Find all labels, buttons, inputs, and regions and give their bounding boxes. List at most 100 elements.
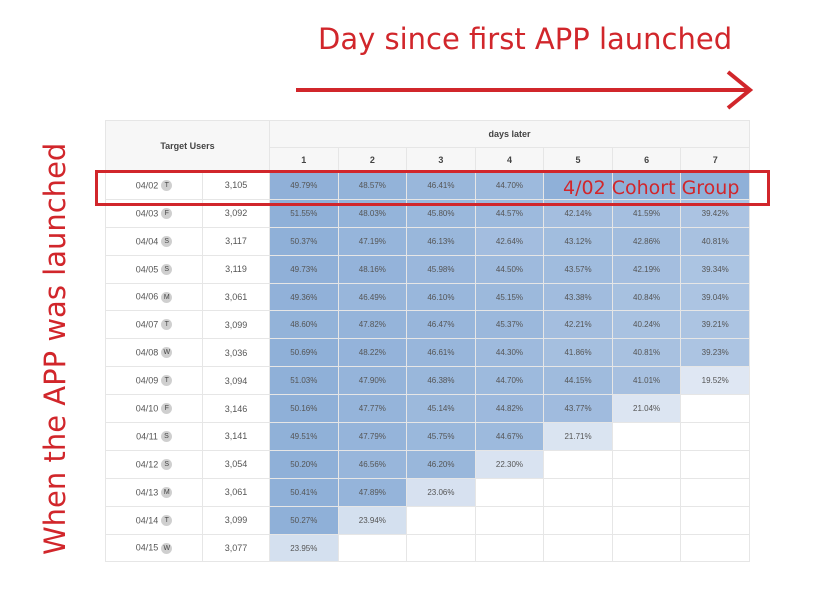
empty-cell xyxy=(611,505,682,535)
retention-cell: 50.20% xyxy=(269,449,339,479)
retention-cell: 46.13% xyxy=(406,226,476,256)
cohort-date-cell: 04/08 W xyxy=(105,338,203,368)
retention-cell: 50.41% xyxy=(269,477,339,507)
empty-cell xyxy=(680,394,750,424)
table-row: 04/10 F 3,146 50.16% 47.77% 45.14% 44.82% 43.77… xyxy=(105,394,750,424)
retention-cell: 23.95% xyxy=(269,533,339,563)
retention-cell: 43.38% xyxy=(543,282,613,312)
day-column-header: 4 xyxy=(474,147,545,172)
cohort-date-cell: 04/03 F xyxy=(105,198,203,228)
weekday-badge: S xyxy=(160,431,172,443)
empty-cell xyxy=(543,533,613,563)
retention-cell: 39.21% xyxy=(680,310,750,340)
cohort-date: 04/09 xyxy=(135,375,159,386)
cohort-date: 04/05 xyxy=(135,264,159,275)
table-row: 04/14 T 3,099 50.27% 23.94% xyxy=(105,505,750,535)
empty-cell xyxy=(543,449,613,479)
cohort-date: 04/02 xyxy=(135,180,159,191)
cohort-date: 04/06 xyxy=(135,292,159,303)
empty-cell xyxy=(680,533,750,563)
table-row: 04/06 M 3,061 49.36% 46.49% 46.10% 45.15% 43.38… xyxy=(105,282,750,312)
retention-cell: 49.79% xyxy=(269,171,339,200)
retention-cell: 39.04% xyxy=(680,282,750,312)
table-row: 04/09 T 3,094 51.03% 47.90% 46.38% 44.70% 44.15… xyxy=(105,366,750,396)
retention-cell: 47.79% xyxy=(337,422,408,451)
empty-cell xyxy=(474,533,545,563)
weekday-badge: S xyxy=(161,235,173,247)
retention-cell: 46.49% xyxy=(337,282,408,312)
retention-cell: 23.06% xyxy=(406,477,476,507)
retention-cell: 49.73% xyxy=(269,254,339,284)
target-users-value: 3,105 xyxy=(201,171,271,200)
target-users-value: 3,054 xyxy=(201,449,271,479)
cohort-date: 04/07 xyxy=(135,319,159,330)
retention-cell: 44.82% xyxy=(474,394,545,424)
retention-cell: 43.77% xyxy=(543,394,613,424)
retention-cell: 22.30% xyxy=(474,449,545,479)
retention-cell: 44.70% xyxy=(474,366,545,396)
weekday-badge: T xyxy=(161,375,173,387)
target-users-value: 3,061 xyxy=(201,282,271,312)
retention-cell: 47.77% xyxy=(337,394,408,424)
empty-cell xyxy=(680,449,750,479)
empty-cell xyxy=(474,477,545,507)
cohort-date-cell: 04/09 T xyxy=(105,366,203,396)
target-users-header: Target Users xyxy=(104,120,271,172)
retention-cell: 21.71% xyxy=(543,422,613,451)
retention-cell xyxy=(543,171,613,200)
weekday-badge: S xyxy=(161,458,173,470)
retention-cell: 45.15% xyxy=(474,282,545,312)
table-row: 04/11 S 3,141 49.51% 47.79% 45.75% 44.67% 21.71… xyxy=(105,422,750,451)
retention-cell: 49.51% xyxy=(269,422,339,451)
retention-cell: 43.12% xyxy=(543,226,613,256)
cohort-date: 04/04 xyxy=(135,236,159,247)
cohort-date-cell: 04/14 T xyxy=(105,505,203,535)
target-users-value: 3,141 xyxy=(201,422,271,451)
retention-cell: 44.70% xyxy=(474,171,545,200)
target-users-value: 3,094 xyxy=(201,366,271,396)
retention-cell: 47.89% xyxy=(337,477,408,507)
retention-cell: 46.38% xyxy=(406,366,476,396)
retention-cell: 46.10% xyxy=(406,282,476,312)
cohort-date-cell: 04/05 S xyxy=(105,254,203,284)
retention-cell: 47.19% xyxy=(337,226,408,256)
retention-cell: 45.80% xyxy=(406,198,476,228)
x-axis-annotation: Day since first APP launched xyxy=(318,22,733,56)
retention-cell: 42.64% xyxy=(474,226,545,256)
weekday-badge: S xyxy=(161,263,173,275)
day-column-header: 1 xyxy=(269,147,339,172)
target-users-value: 3,092 xyxy=(201,198,271,228)
cohort-date: 04/10 xyxy=(135,403,159,414)
empty-cell xyxy=(543,477,613,507)
cohort-date: 04/14 xyxy=(135,515,159,526)
empty-cell xyxy=(611,449,682,479)
retention-cell: 41.59% xyxy=(611,198,682,228)
table-row: 04/03 F 3,092 51.55% 48.03% 45.80% 44.57% 42.14… xyxy=(105,198,750,228)
empty-cell xyxy=(543,505,613,535)
retention-cell: 19.52% xyxy=(680,366,750,396)
table-row: 04/05 S 3,119 49.73% 48.16% 45.98% 44.50% 43.57… xyxy=(105,254,750,284)
retention-cell: 42.19% xyxy=(611,254,682,284)
retention-cell: 45.14% xyxy=(406,394,476,424)
empty-cell xyxy=(680,422,750,451)
retention-cell: 45.98% xyxy=(406,254,476,284)
retention-cell: 44.50% xyxy=(474,254,545,284)
retention-cell: 46.20% xyxy=(406,449,476,479)
retention-cell: 46.41% xyxy=(406,171,476,200)
cohort-date-cell: 04/13 M xyxy=(105,477,203,507)
weekday-badge: W xyxy=(161,542,173,554)
retention-cell: 48.03% xyxy=(337,198,408,228)
retention-cell: 44.67% xyxy=(474,422,545,451)
retention-cell: 40.24% xyxy=(611,310,682,340)
retention-cell: 50.69% xyxy=(269,338,339,368)
retention-cell: 46.47% xyxy=(406,310,476,340)
retention-cell: 48.22% xyxy=(337,338,408,368)
retention-cell: 47.82% xyxy=(337,310,408,340)
target-users-value: 3,099 xyxy=(201,310,271,340)
weekday-badge: M xyxy=(161,486,173,498)
cohort-date: 04/15 xyxy=(135,543,159,554)
table-row: 04/08 W 3,036 50.69% 48.22% 46.61% 44.30% 41.86… xyxy=(105,338,750,368)
retention-cell: 48.57% xyxy=(337,171,408,200)
cohort-date: 04/03 xyxy=(135,208,159,219)
